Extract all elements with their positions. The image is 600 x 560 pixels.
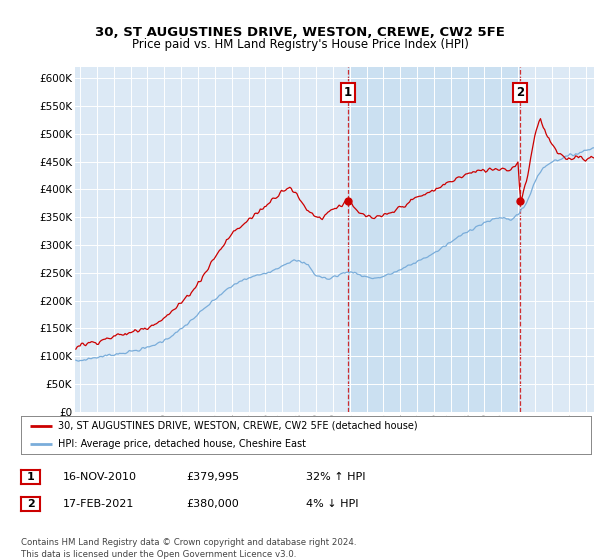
Text: Price paid vs. HM Land Registry's House Price Index (HPI): Price paid vs. HM Land Registry's House … [131,38,469,52]
Text: 1: 1 [344,86,352,99]
Text: Contains HM Land Registry data © Crown copyright and database right 2024.
This d: Contains HM Land Registry data © Crown c… [21,538,356,559]
Text: 16-NOV-2010: 16-NOV-2010 [63,472,137,482]
Text: £380,000: £380,000 [186,499,239,509]
Text: 30, ST AUGUSTINES DRIVE, WESTON, CREWE, CW2 5FE (detached house): 30, ST AUGUSTINES DRIVE, WESTON, CREWE, … [58,421,418,431]
Bar [347,67,520,412]
Text: £379,995: £379,995 [186,472,239,482]
Text: 1: 1 [27,472,34,482]
Text: 2: 2 [27,499,34,509]
Text: 32% ↑ HPI: 32% ↑ HPI [306,472,365,482]
Text: 4% ↓ HPI: 4% ↓ HPI [306,499,359,509]
Text: HPI: Average price, detached house, Cheshire East: HPI: Average price, detached house, Ches… [58,439,306,449]
Text: 30, ST AUGUSTINES DRIVE, WESTON, CREWE, CW2 5FE: 30, ST AUGUSTINES DRIVE, WESTON, CREWE, … [95,26,505,39]
Text: 17-FEB-2021: 17-FEB-2021 [63,499,134,509]
Text: 2: 2 [516,86,524,99]
